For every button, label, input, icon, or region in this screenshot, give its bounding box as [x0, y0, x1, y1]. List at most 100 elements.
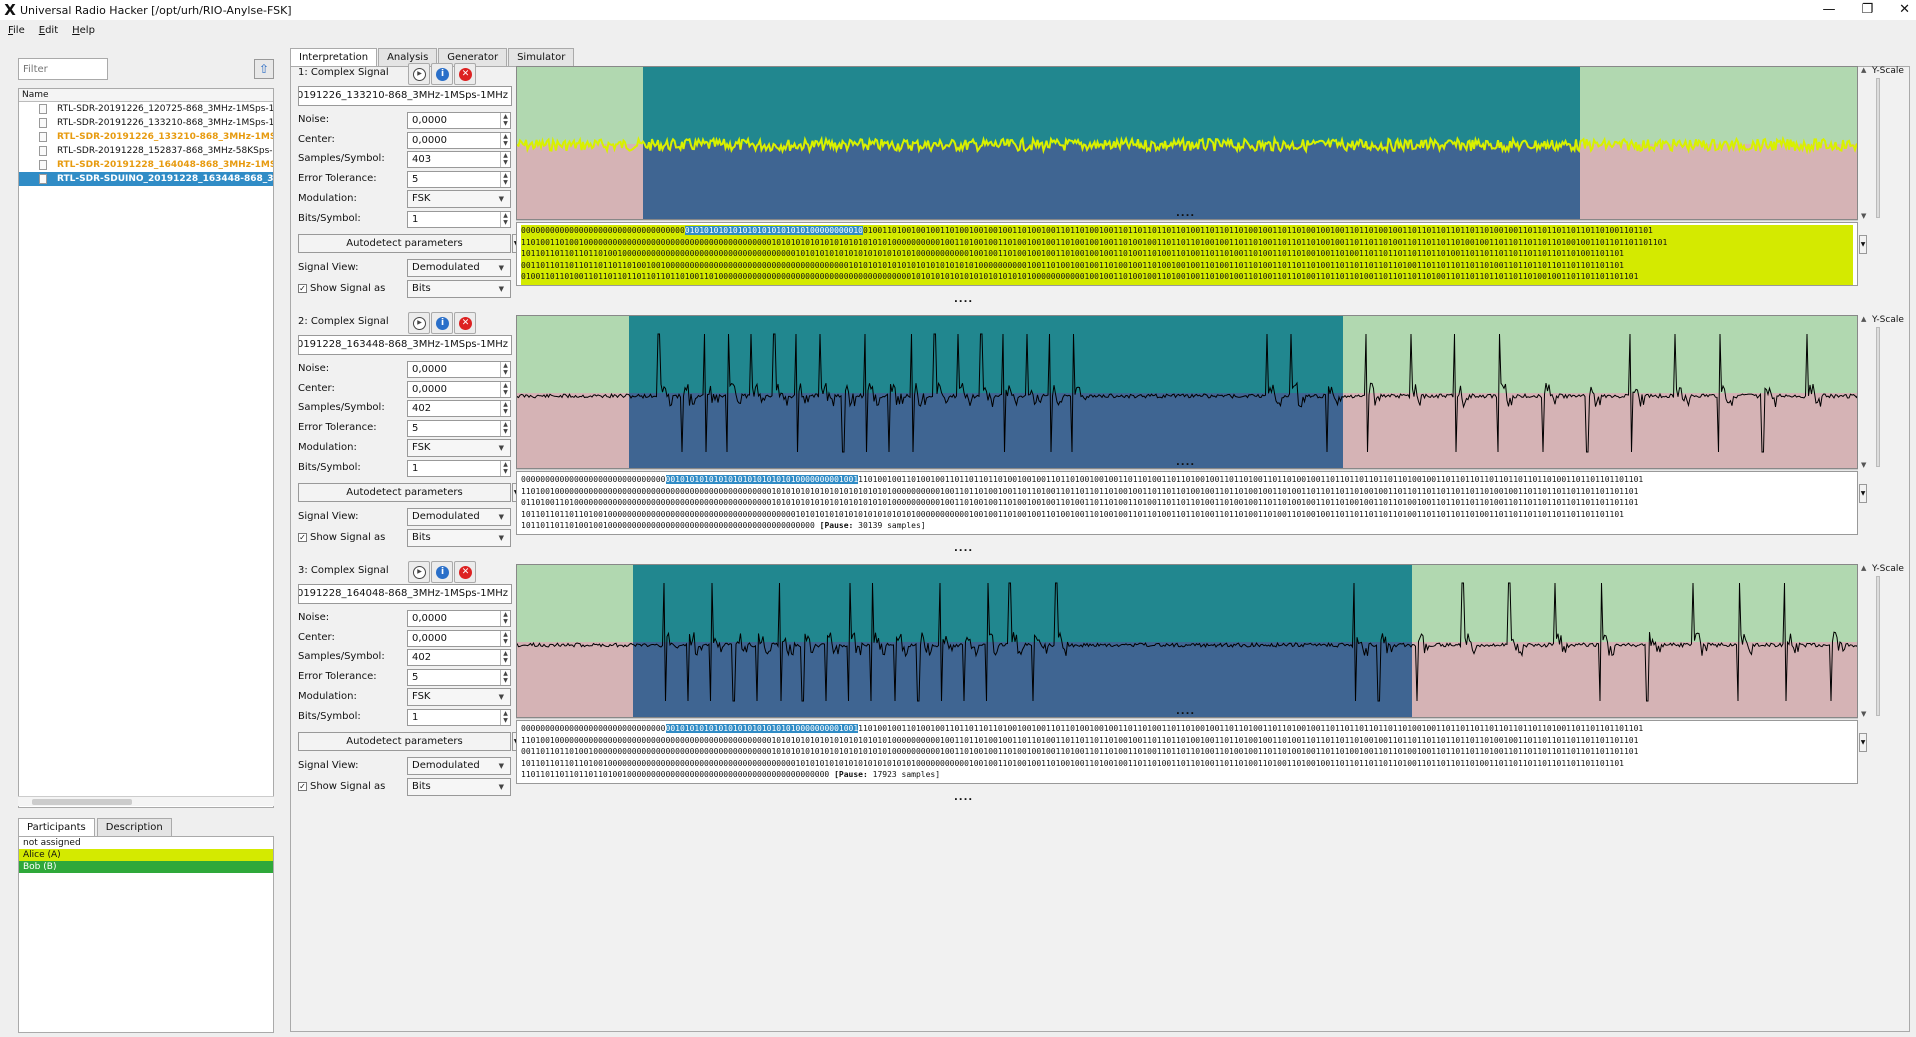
splitter-handle[interactable]: .... — [954, 294, 974, 305]
tab-generator[interactable]: Generator — [438, 48, 508, 66]
participant-row[interactable]: Bob (B) — [19, 861, 273, 873]
menu-edit[interactable]: Edit — [38, 24, 59, 36]
err-spinbox[interactable]: 5 ▲ ▼ — [407, 171, 511, 188]
signal-view-select[interactable]: Demodulated ▼ — [407, 259, 511, 277]
tab-participants[interactable]: Participants — [18, 818, 95, 836]
spin-arrows-icon[interactable]: ▲ ▼ — [500, 212, 510, 227]
file-row[interactable]: RTL-SDR-SDUINO_20191228_163448-868_3 — [19, 172, 273, 186]
scroll-up-icon[interactable]: ▲ — [1861, 315, 1867, 323]
spin-arrows-icon[interactable]: ▲ ▼ — [500, 382, 510, 397]
info-button[interactable]: i — [431, 63, 453, 85]
signal-title[interactable]: 3: Complex Signal — [298, 565, 389, 576]
spin-arrows-icon[interactable]: ▲ ▼ — [500, 401, 510, 416]
err-spinbox[interactable]: 5 ▲ ▼ — [407, 669, 511, 686]
splitter-handle[interactable]: .... — [954, 543, 974, 554]
yscale-slider[interactable] — [1876, 327, 1880, 467]
replay-button[interactable]: ▶ — [408, 561, 430, 583]
spin-arrows-icon[interactable]: ▲ ▼ — [500, 362, 510, 377]
close-signal-button[interactable]: ✕ — [454, 312, 476, 334]
signal-name-field[interactable]: RTL-SDR-20191226_133210-868_3MHz-1MSps-1… — [298, 86, 512, 106]
show-signal-checkbox[interactable]: ✓ — [298, 782, 307, 791]
show-as-select[interactable]: Bits ▼ — [407, 280, 511, 298]
modulation-select[interactable]: FSK ▼ — [407, 688, 511, 706]
tab-simulator[interactable]: Simulator — [508, 48, 575, 66]
noise-spinbox[interactable]: 0,0000 ▲ ▼ — [407, 112, 511, 129]
signal-waveform[interactable] — [517, 67, 1858, 220]
scroll-down-icon[interactable]: ▼ — [1861, 710, 1867, 718]
up-directory-button[interactable]: ⇧ — [254, 59, 274, 79]
signal-waveform[interactable] — [517, 565, 1858, 718]
spin-arrows-icon[interactable]: ▲ ▼ — [500, 650, 510, 665]
file-row[interactable]: RTL-SDR-20191226_133210-868_3MHz-1MS — [19, 130, 273, 144]
close-signal-button[interactable]: ✕ — [454, 561, 476, 583]
file-row[interactable]: RTL-SDR-20191228_164048-868_3MHz-1MS — [19, 158, 273, 172]
show-as-select[interactable]: Bits ▼ — [407, 529, 511, 547]
spin-arrows-icon[interactable]: ▲ ▼ — [500, 113, 510, 128]
show-as-select[interactable]: Bits ▼ — [407, 778, 511, 796]
spin-arrows-icon[interactable]: ▲ ▼ — [500, 172, 510, 187]
sps-spinbox[interactable]: 402 ▲ ▼ — [407, 400, 511, 417]
modulation-select[interactable]: FSK ▼ — [407, 439, 511, 457]
file-tree-hscroll[interactable] — [18, 796, 274, 806]
center-spinbox[interactable]: 0,0000 ▲ ▼ — [407, 381, 511, 398]
yscale-slider[interactable] — [1876, 576, 1880, 716]
autodetect-button[interactable]: Autodetect parameters — [298, 483, 511, 502]
center-spinbox[interactable]: 0,0000 ▲ ▼ — [407, 132, 511, 149]
spin-arrows-icon[interactable]: ▲ ▼ — [500, 461, 510, 476]
tab-description[interactable]: Description — [96, 818, 172, 836]
yscale-slider[interactable] — [1876, 78, 1880, 218]
signal-graph[interactable] — [516, 564, 1858, 718]
scroll-up-icon[interactable]: ▲ — [1861, 564, 1867, 572]
demodulated-bits[interactable]: 0000000000000000000000000000000000010101… — [516, 222, 1858, 286]
scroll-up-icon[interactable]: ▲ — [1861, 66, 1867, 74]
spin-arrows-icon[interactable]: ▲ ▼ — [500, 611, 510, 626]
minimize-icon[interactable]: — — [1822, 2, 1836, 17]
spin-arrows-icon[interactable]: ▲ ▼ — [500, 421, 510, 436]
show-signal-checkbox[interactable]: ✓ — [298, 284, 307, 293]
menu-file[interactable]: File — [8, 24, 25, 36]
scroll-down-icon[interactable]: ▼ — [1861, 461, 1867, 469]
participant-row[interactable]: Alice (A) — [19, 849, 273, 861]
info-button[interactable]: i — [431, 561, 453, 583]
noise-spinbox[interactable]: 0,0000 ▲ ▼ — [407, 361, 511, 378]
demodulated-bits[interactable]: 0000000000000000000000000000000010101010… — [516, 720, 1858, 784]
bps-spinbox[interactable]: 1 ▲ ▼ — [407, 211, 511, 228]
spin-arrows-icon[interactable]: ▲ ▼ — [500, 631, 510, 646]
participant-row[interactable]: not assigned — [19, 837, 273, 849]
center-spinbox[interactable]: 0,0000 ▲ ▼ — [407, 630, 511, 647]
signal-name-field[interactable]: RTL-SDR-20191228_164048-868_3MHz-1MSps-1… — [298, 584, 512, 604]
spin-arrows-icon[interactable]: ▲ ▼ — [500, 152, 510, 167]
scroll-down-icon[interactable]: ▼ — [1861, 212, 1867, 220]
bps-spinbox[interactable]: 1 ▲ ▼ — [407, 709, 511, 726]
filter-menu-icon[interactable]: ▼ — [1859, 484, 1867, 503]
modulation-select[interactable]: FSK ▼ — [407, 190, 511, 208]
splitter-handle[interactable]: .... — [1176, 457, 1196, 468]
err-spinbox[interactable]: 5 ▲ ▼ — [407, 420, 511, 437]
close-signal-button[interactable]: ✕ — [454, 63, 476, 85]
replay-button[interactable]: ▶ — [408, 312, 430, 334]
scroll-thumb[interactable] — [32, 799, 132, 805]
spin-arrows-icon[interactable]: ▲ ▼ — [500, 670, 510, 685]
show-signal-checkbox[interactable]: ✓ — [298, 533, 307, 542]
file-row[interactable]: RTL-SDR-20191226_133210-868_3MHz-1MSps-1 — [19, 116, 273, 130]
signal-title[interactable]: 2: Complex Signal — [298, 316, 389, 327]
signal-title[interactable]: 1: Complex Signal — [298, 67, 389, 78]
replay-button[interactable]: ▶ — [408, 63, 430, 85]
file-row[interactable]: RTL-SDR-20191226_120725-868_3MHz-1MSps-1 — [19, 102, 273, 116]
tab-analysis[interactable]: Analysis — [378, 48, 438, 66]
file-tree[interactable]: Name RTL-SDR-20191226_120725-868_3MHz-1M… — [18, 88, 274, 808]
sps-spinbox[interactable]: 402 ▲ ▼ — [407, 649, 511, 666]
signal-graph[interactable] — [516, 315, 1858, 469]
spin-arrows-icon[interactable]: ▲ ▼ — [500, 133, 510, 148]
participants-list[interactable]: not assigned Alice (A) Bob (B) — [18, 836, 274, 1033]
file-tree-header[interactable]: Name — [19, 89, 273, 102]
filter-menu-icon[interactable]: ▼ — [1859, 235, 1867, 254]
info-button[interactable]: i — [431, 312, 453, 334]
signal-waveform[interactable] — [517, 316, 1858, 469]
bps-spinbox[interactable]: 1 ▲ ▼ — [407, 460, 511, 477]
autodetect-button[interactable]: Autodetect parameters — [298, 732, 511, 751]
splitter-handle[interactable]: .... — [1176, 208, 1196, 219]
file-row[interactable]: RTL-SDR-20191228_152837-868_3MHz-58KSps- — [19, 144, 273, 158]
tab-interpretation[interactable]: Interpretation — [290, 48, 378, 66]
signal-name-field[interactable]: RTL-SDR-SDUINO_20191228_163448-868_3MHz-… — [298, 335, 512, 355]
